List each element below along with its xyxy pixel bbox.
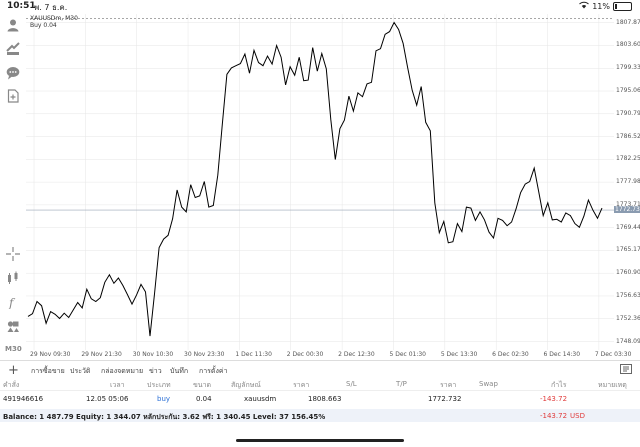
tab-mailbox[interactable]: กล่องจดหมาย xyxy=(101,367,144,375)
total-profit: -143.72 xyxy=(540,412,568,420)
chart-header: XAUUSDm, M30 Buy 0.04 xyxy=(30,15,78,29)
crosshair-icon[interactable] xyxy=(6,247,20,261)
price-tick-label: 1786.520 xyxy=(616,132,640,140)
tab-settings[interactable]: การตั้งค่า xyxy=(199,367,228,375)
time-tick-label: 2 Dec 12:30 xyxy=(338,351,375,358)
orders-table-header: คำสั่ง เวลา ประเภท ขนาด สัญลักษณ์ ราคา S… xyxy=(0,377,640,391)
chat-icon[interactable] xyxy=(6,66,20,80)
tab-news[interactable]: ข่าว xyxy=(149,367,162,375)
time-tick-label: 30 Nov 10:30 xyxy=(132,351,174,358)
price-tick-label: 1769.440 xyxy=(616,223,640,231)
status-bar: 10:51 พ. 7 ธ.ค. 11% xyxy=(0,0,640,14)
balance-bar: Balance: 1 487.79 Equity: 1 344.07 หลักป… xyxy=(0,409,640,422)
cell-time: 12.05 05:06 xyxy=(86,395,129,403)
left-toolbar: f M30 xyxy=(0,14,26,360)
order-label: Buy 0.04 xyxy=(30,22,57,29)
price-tick-label: 1748.090 xyxy=(616,337,640,345)
timeframe-label[interactable]: M30 xyxy=(5,345,22,353)
home-indicator xyxy=(236,439,404,442)
function-icon[interactable]: f xyxy=(6,295,20,309)
cell-size: 0.04 xyxy=(196,395,212,403)
split-view-icon[interactable] xyxy=(620,364,632,377)
price-tick-label: 1782.250 xyxy=(616,155,640,163)
price-axis: 1807.870 1803.600 1799.330 1795.060 1790.790… xyxy=(614,14,640,350)
cell-price: 1772.732 xyxy=(428,395,462,403)
time-tick-label: 2 Dec 00:30 xyxy=(286,351,324,358)
svg-text:f: f xyxy=(8,296,16,309)
price-tick-label: 1760.900 xyxy=(616,269,640,277)
price-tick-label: 1777.980 xyxy=(616,178,640,186)
time-tick-label: 1 Dec 11:30 xyxy=(235,351,272,358)
header-comment: หมายเหตุ xyxy=(598,381,627,389)
bottom-tab-bar: + การซื้อขาย ประวัติ กล่องจดหมาย ข่าว บั… xyxy=(0,360,640,378)
account-icon[interactable] xyxy=(6,18,20,32)
status-date: พ. 7 ธ.ค. xyxy=(34,3,68,12)
cell-profit: -143.72 xyxy=(540,395,568,403)
header-tp: T/P xyxy=(396,380,407,388)
objects-icon[interactable] xyxy=(6,319,20,333)
time-tick-label: 7 Dec 03:30 xyxy=(594,351,632,358)
header-price: ราคา xyxy=(440,381,457,389)
time-tick-label: 5 Dec 01:30 xyxy=(389,351,427,358)
add-document-icon[interactable] xyxy=(6,89,20,103)
cell-order: 491946616 xyxy=(3,395,44,403)
profit-currency: USD xyxy=(570,412,585,420)
status-right: 11% xyxy=(579,1,632,11)
price-tick-label: 1756.630 xyxy=(616,291,640,299)
cell-symbol: xauusdm xyxy=(244,395,277,403)
wifi-icon xyxy=(579,1,590,11)
header-symbol: สัญลักษณ์ xyxy=(231,381,261,389)
header-size: ขนาด xyxy=(193,381,212,389)
tab-history[interactable]: ประวัติ xyxy=(70,367,91,375)
time-tick-label: 29 Nov 09:30 xyxy=(30,351,71,358)
time-tick-label: 6 Dec 02:30 xyxy=(492,351,529,358)
time-tick-label: 30 Nov 23:30 xyxy=(184,351,225,358)
current-price-tag: 1772.732 xyxy=(614,206,640,214)
price-tick-label: 1790.790 xyxy=(616,109,640,117)
price-chart[interactable] xyxy=(26,14,614,350)
time-tick-label: 5 Dec 13:30 xyxy=(440,351,478,358)
price-tick-label: 1773.710 xyxy=(616,200,640,208)
symbol-label: XAUUSDm, M30 xyxy=(30,15,78,22)
header-time: เวลา xyxy=(110,381,125,389)
trade-arrows-icon[interactable] xyxy=(6,42,20,56)
header-swap: Swap xyxy=(479,380,498,388)
price-tick-label: 1795.060 xyxy=(616,87,640,94)
price-tick-label: 1799.330 xyxy=(616,64,640,72)
header-order: คำสั่ง xyxy=(3,381,20,389)
price-tick-label: 1803.600 xyxy=(616,41,640,49)
add-icon[interactable]: + xyxy=(8,363,19,378)
time-axis: 29 Nov 09:30 29 Nov 21:30 30 Nov 10:30 30 N… xyxy=(26,350,640,360)
price-tick-label: 1807.870 xyxy=(616,18,640,26)
price-tick-label: 1765.170 xyxy=(616,246,640,254)
time-tick-label: 6 Dec 14:30 xyxy=(543,351,581,358)
time-tick-label: 29 Nov 21:30 xyxy=(81,351,122,358)
tab-trade[interactable]: การซื้อขาย xyxy=(31,367,65,375)
header-profit: กำไร xyxy=(551,381,567,389)
battery-icon xyxy=(613,1,632,11)
status-time: 10:51 xyxy=(7,1,36,11)
balance-summary: Balance: 1 487.79 Equity: 1 344.07 หลักป… xyxy=(3,413,326,421)
tab-journal[interactable]: บันทึก xyxy=(170,367,189,375)
table-row[interactable]: 491946616 12.05 05:06 buy 0.04 xauusdm 1… xyxy=(0,392,640,405)
price-series-line xyxy=(27,21,603,337)
cell-type: buy xyxy=(157,395,171,403)
header-type: ประเภท xyxy=(147,381,171,389)
header-sl: S/L xyxy=(346,380,357,388)
cell-open-price: 1808.663 xyxy=(308,395,342,403)
price-tick-label: 1752.360 xyxy=(616,314,640,322)
battery-percent: 11% xyxy=(592,1,610,11)
price-chart-svg xyxy=(26,14,614,350)
indicators-icon[interactable] xyxy=(6,271,20,285)
header-open-price: ราคา xyxy=(293,381,310,389)
